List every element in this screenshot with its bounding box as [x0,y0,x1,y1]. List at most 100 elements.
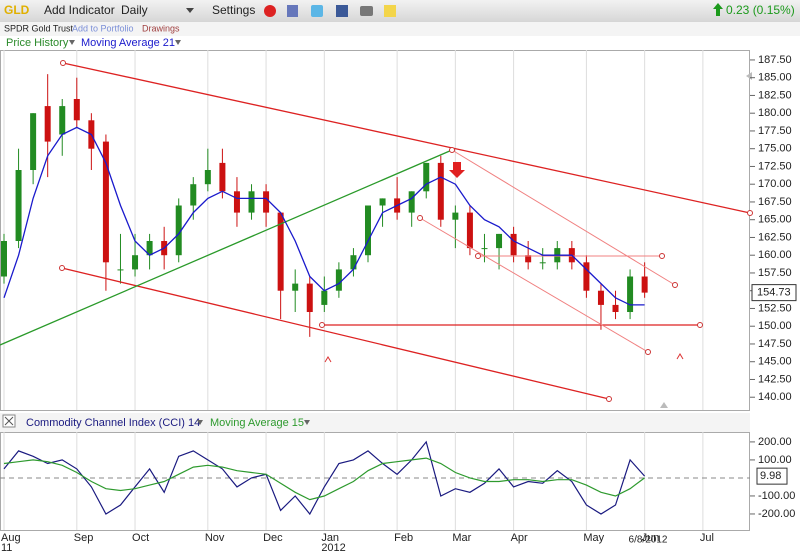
y-tick-label: 160.00 [758,249,792,261]
candle-body [525,255,532,263]
y-tick-label: 175.00 [758,143,792,155]
y-tick-label: 180.00 [758,107,792,119]
x-year-label: 11 [1,542,12,553]
trendline [451,149,676,286]
x-tick-label: May [583,532,604,544]
candle-body [190,184,197,206]
dropdown[interactable] [186,8,194,13]
candle-body [132,255,139,270]
security-name: SPDR Gold Trust [4,23,74,33]
candle-body [641,276,648,293]
price-legend: Price History Moving Average 21 [6,37,181,49]
candle-body [59,106,66,135]
y-tick-label: 167.50 [758,196,792,208]
dropdown[interactable] [175,40,181,45]
trendline [61,267,610,400]
down-arrow [449,162,465,178]
dropdown[interactable] [304,420,310,425]
sticky-icon[interactable] [384,5,396,17]
candle-body [481,248,488,250]
subbar [0,22,800,36]
dropdown[interactable] [197,420,203,425]
candle-body [452,212,459,220]
legend-ma[interactable]: Moving Average 21 [81,37,175,49]
candle-body [30,113,37,170]
add-indicator[interactable]: Add Indicator [44,3,115,17]
notes-icon[interactable] [287,5,298,17]
x-tick-label: Jul [700,532,714,544]
y-tick-label: 170.00 [758,178,792,190]
symbol[interactable]: GLD [4,3,30,17]
up-arrow [713,3,723,16]
candle-body [263,191,270,213]
candle-body [73,98,80,121]
twitter-icon[interactable] [311,5,323,17]
line-series [3,440,646,516]
y-tick-label: -200.00 [758,508,795,520]
facebook-icon[interactable] [336,5,348,17]
y-tick-label: 162.50 [758,231,792,243]
last-value-box [756,467,788,485]
close-x[interactable] [4,416,14,426]
trendline [0,149,453,346]
scroll-marker [660,402,668,408]
cci-legend: Commodity Channel Index (CCI) 14 Moving … [26,417,310,429]
y-tick-label: 100.00 [758,454,792,466]
candle-body [204,170,211,185]
candle-body [292,283,299,291]
y-tick-label: 187.50 [758,54,792,66]
candle-body [350,255,357,270]
y-tick-label: 157.50 [758,267,792,279]
candle-body [15,170,22,242]
endpoints [59,60,753,402]
alarm-icon[interactable] [264,5,276,17]
x-tick-label: Jan [321,532,339,544]
settings[interactable]: Settings [212,3,255,17]
y-tick-label: 140.00 [758,391,792,403]
y-tick-label: 172.50 [758,160,792,172]
cci-header [0,413,750,432]
candle-body [408,191,415,213]
y-tick-label: 182.50 [758,89,792,101]
candle-body [627,276,634,313]
caret [324,356,332,363]
trendlines [0,60,753,402]
last-price: 154.73 [757,287,791,299]
candle-body [597,290,604,305]
candle-body [1,241,7,277]
last-value: 9.98 [760,470,781,482]
candle-body [321,290,328,305]
legend-ma15[interactable]: Moving Average 15 [210,417,304,429]
trendline [419,217,649,353]
candle-body [335,269,342,291]
y-tick-label: 147.50 [758,338,792,350]
x-tick-label: Sep [74,532,94,544]
cci-panel [0,432,750,531]
dropdown[interactable] [69,40,75,45]
candle-body [102,141,109,263]
y-tick-label: -100.00 [758,490,795,502]
candle-body [117,269,124,271]
legend-cci[interactable]: Commodity Channel Index (CCI) 14 [26,417,200,429]
period[interactable]: Daily [121,3,148,17]
legend-price[interactable]: Price History [6,37,69,49]
candle-body [539,262,546,264]
candle-body [496,233,503,249]
add-to-portfolio[interactable]: Add to Portfolio [72,23,134,33]
x-year-label: 2012 [321,542,345,553]
toolbar [0,0,800,22]
y-tick-label: 152.50 [758,302,792,314]
drawings[interactable]: Drawings [142,23,180,33]
x-tick-label: Oct [132,532,149,544]
candle-body [44,106,51,142]
line-series [3,126,645,306]
candle-body [423,162,430,192]
x-tick-label: Apr [511,532,528,544]
x-tick-label: Dec [263,532,283,544]
y-tick-label: 200.00 [758,436,792,448]
candle-body [437,162,444,220]
candle-body [365,205,371,256]
camera-icon[interactable] [360,6,373,16]
last-price-box [751,284,797,302]
